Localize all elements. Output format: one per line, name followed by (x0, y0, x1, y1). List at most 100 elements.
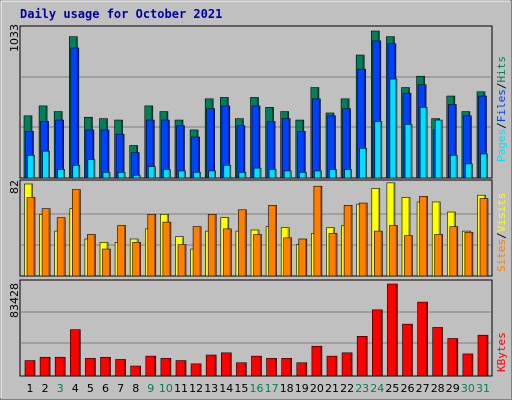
kbytes-bar (341, 352, 353, 377)
x-tick-label: 13 (204, 382, 218, 395)
kbytes-bar (130, 365, 141, 377)
kbytes-bar (145, 355, 157, 377)
sites-bar (162, 221, 172, 277)
files-bar (251, 105, 261, 179)
sites-bar (328, 233, 338, 277)
pages-bar (72, 164, 81, 179)
pages-bar (374, 121, 383, 179)
x-tick-label: 8 (132, 382, 139, 395)
files-bar (312, 98, 321, 179)
files-bar (342, 108, 351, 179)
sites-bar (404, 235, 413, 277)
pages-bar (329, 169, 337, 179)
x-tick-label: 7 (117, 382, 124, 395)
sites-bar (434, 234, 444, 277)
files-bar (281, 118, 291, 179)
pages-bar (253, 167, 262, 179)
pages-bar (102, 172, 111, 179)
x-tick-label: 2 (42, 382, 49, 395)
sites-bar (192, 226, 202, 277)
sites-bar (253, 234, 262, 277)
kbytes-bar (236, 362, 247, 377)
sites-bar (464, 231, 474, 277)
x-tick-label: 23 (355, 382, 369, 395)
x-tick-label: 12 (189, 382, 203, 395)
sites-bar (358, 202, 368, 277)
pages-bar (87, 159, 96, 179)
sites-bar (373, 230, 383, 277)
pages-bar (419, 107, 428, 179)
files-bar (236, 125, 246, 179)
pages-bar (178, 170, 186, 179)
legend-visits: Visits (495, 193, 508, 233)
x-tick-label: 31 (476, 382, 490, 395)
x-tick-label: 25 (385, 382, 399, 395)
kbytes-bar (205, 354, 217, 377)
sites-bar (147, 213, 157, 277)
x-tick-label: 22 (340, 382, 354, 395)
x-tick-label: 9 (147, 382, 154, 395)
sites-bar (207, 213, 217, 277)
sites-bar (56, 217, 66, 277)
sites-bar (26, 197, 36, 277)
sites-bar (72, 189, 81, 277)
pages-bar (449, 155, 458, 179)
sites-bar (343, 205, 353, 277)
sites-bar (298, 238, 308, 277)
sites-bar (102, 248, 111, 277)
kbytes-ymax-label: 83428 (8, 283, 21, 318)
x-tick-label: 18 (280, 382, 294, 395)
kbytes-bar (85, 358, 96, 377)
sites-bar (238, 209, 247, 277)
pages-bar (148, 166, 156, 179)
pages-bar (27, 155, 35, 179)
files-bar (191, 136, 200, 179)
x-tick-label: 17 (265, 382, 279, 395)
kbytes-bar (190, 363, 202, 377)
legend-separator: / (495, 83, 508, 90)
kbytes-bar (115, 359, 126, 377)
pages-bar (359, 148, 368, 179)
x-tick-label: 30 (461, 382, 475, 395)
sites-bar (117, 225, 126, 277)
pages-bar (344, 169, 352, 179)
kbytes-bar (281, 358, 293, 377)
pages-bar (389, 78, 398, 179)
legend-hits: Hits (495, 56, 508, 83)
x-tick-label: 3 (57, 382, 64, 395)
x-tick-label: 21 (325, 382, 339, 395)
files-bar (176, 125, 185, 179)
x-tick-label: 26 (401, 382, 415, 395)
x-tick-label: 1 (27, 382, 34, 395)
pages-bar (314, 170, 322, 179)
hits-ymax-label: 1033 (8, 24, 21, 52)
sites-bar (283, 237, 293, 277)
kbytes-bar (24, 360, 36, 377)
kbytes-bar (356, 336, 368, 377)
files-bar (115, 133, 125, 179)
kbytes-bar (296, 362, 308, 377)
legend-kbytes: KBytes (495, 332, 508, 372)
sites-bar (313, 185, 323, 277)
kbytes-bar (417, 301, 428, 377)
x-tick-label: 11 (174, 382, 188, 395)
kbytes-bar (402, 323, 413, 377)
files-bar (130, 152, 140, 179)
sites-bar (87, 234, 96, 277)
hits-legend: Pages/Files/Hits (495, 56, 508, 162)
pages-bar (434, 119, 443, 179)
pages-bar (268, 169, 277, 179)
pages-bar (283, 170, 292, 179)
sites-bar (268, 205, 277, 277)
kbytes-bar (462, 353, 474, 377)
legend-separator: / (495, 122, 508, 129)
visits-ymax-label: 82 (8, 180, 21, 194)
kbytes-bar (100, 356, 111, 377)
x-tick-label: 15 (234, 382, 248, 395)
sites-bar (223, 228, 232, 277)
kbytes-bar (175, 360, 187, 377)
pages-bar (223, 164, 232, 179)
pages-bar (480, 153, 488, 179)
sites-bar (449, 226, 459, 277)
kbytes-bar (251, 355, 262, 377)
